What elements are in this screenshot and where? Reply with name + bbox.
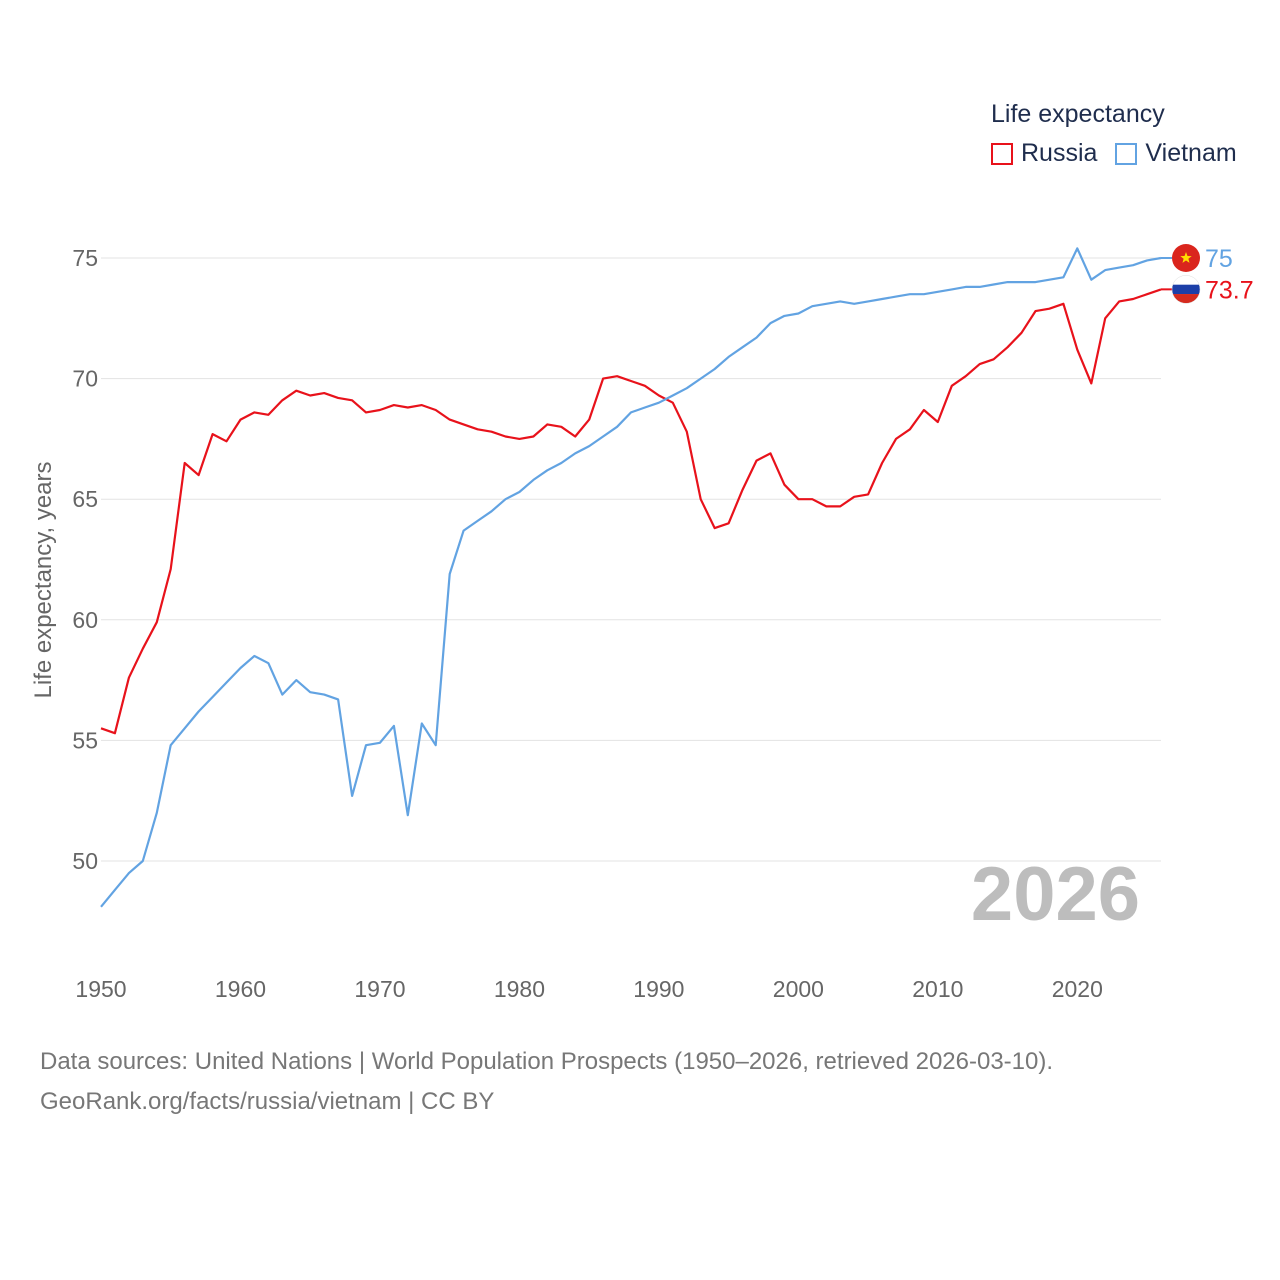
series-end-markers: 73.7 75 [1161, 244, 1254, 304]
y-tick-label-50: 50 [72, 848, 98, 874]
legend-swatch-russia [991, 142, 1013, 165]
x-tick-label-1960: 1960 [215, 976, 266, 1002]
legend-items: Russia Vietnam [991, 139, 1255, 168]
x-axis: 1950 1960 1970 1980 1990 2000 2010 2020 [75, 976, 1102, 1002]
legend: Life expectancy Russia Vietnam [991, 100, 1255, 168]
year-watermark: 2026 [971, 852, 1140, 937]
series-line-vietnam [100, 247, 1162, 908]
y-tick-label-60: 60 [72, 607, 98, 633]
x-tick-label-1950: 1950 [75, 976, 126, 1002]
legend-label-vietnam: Vietnam [1145, 139, 1237, 167]
y-axis-title: Life expectancy, years [30, 461, 57, 698]
legend-item-russia[interactable]: Russia [991, 139, 1097, 168]
x-tick-label-2020: 2020 [1052, 976, 1103, 1002]
data-sources-text: Data sources: United Nations | World Pop… [40, 1048, 1054, 1075]
legend-title: Life expectancy [991, 100, 1165, 128]
series-lines [100, 247, 1162, 908]
source-link[interactable]: GeoRank.org/facts/russia/vietnam | CC BY [40, 1088, 495, 1115]
end-label-vietnam: 75 [1205, 245, 1233, 273]
russia-flag-icon [1171, 275, 1201, 304]
legend-swatch-vietnam [1115, 142, 1138, 165]
x-tick-label-1980: 1980 [494, 976, 545, 1002]
y-tick-label-70: 70 [72, 366, 98, 392]
legend-label-russia: Russia [1021, 139, 1098, 167]
y-tick-label-75: 75 [72, 245, 98, 271]
end-label-russia: 73.7 [1205, 276, 1254, 304]
x-tick-label-1970: 1970 [354, 976, 405, 1002]
vietnam-flag-icon [1172, 244, 1200, 272]
x-tick-label-2010: 2010 [912, 976, 963, 1002]
gridlines [101, 257, 1161, 862]
y-axis: 50 55 60 65 70 75 [72, 245, 98, 874]
x-tick-label-1990: 1990 [633, 976, 684, 1002]
series-line-russia [100, 288, 1162, 735]
legend-item-vietnam[interactable]: Vietnam [1115, 139, 1237, 168]
y-tick-label-55: 55 [72, 727, 98, 753]
x-tick-label-2000: 2000 [773, 976, 824, 1002]
y-tick-label-65: 65 [72, 486, 98, 512]
footer: Data sources: United Nations | World Pop… [40, 1042, 1053, 1122]
